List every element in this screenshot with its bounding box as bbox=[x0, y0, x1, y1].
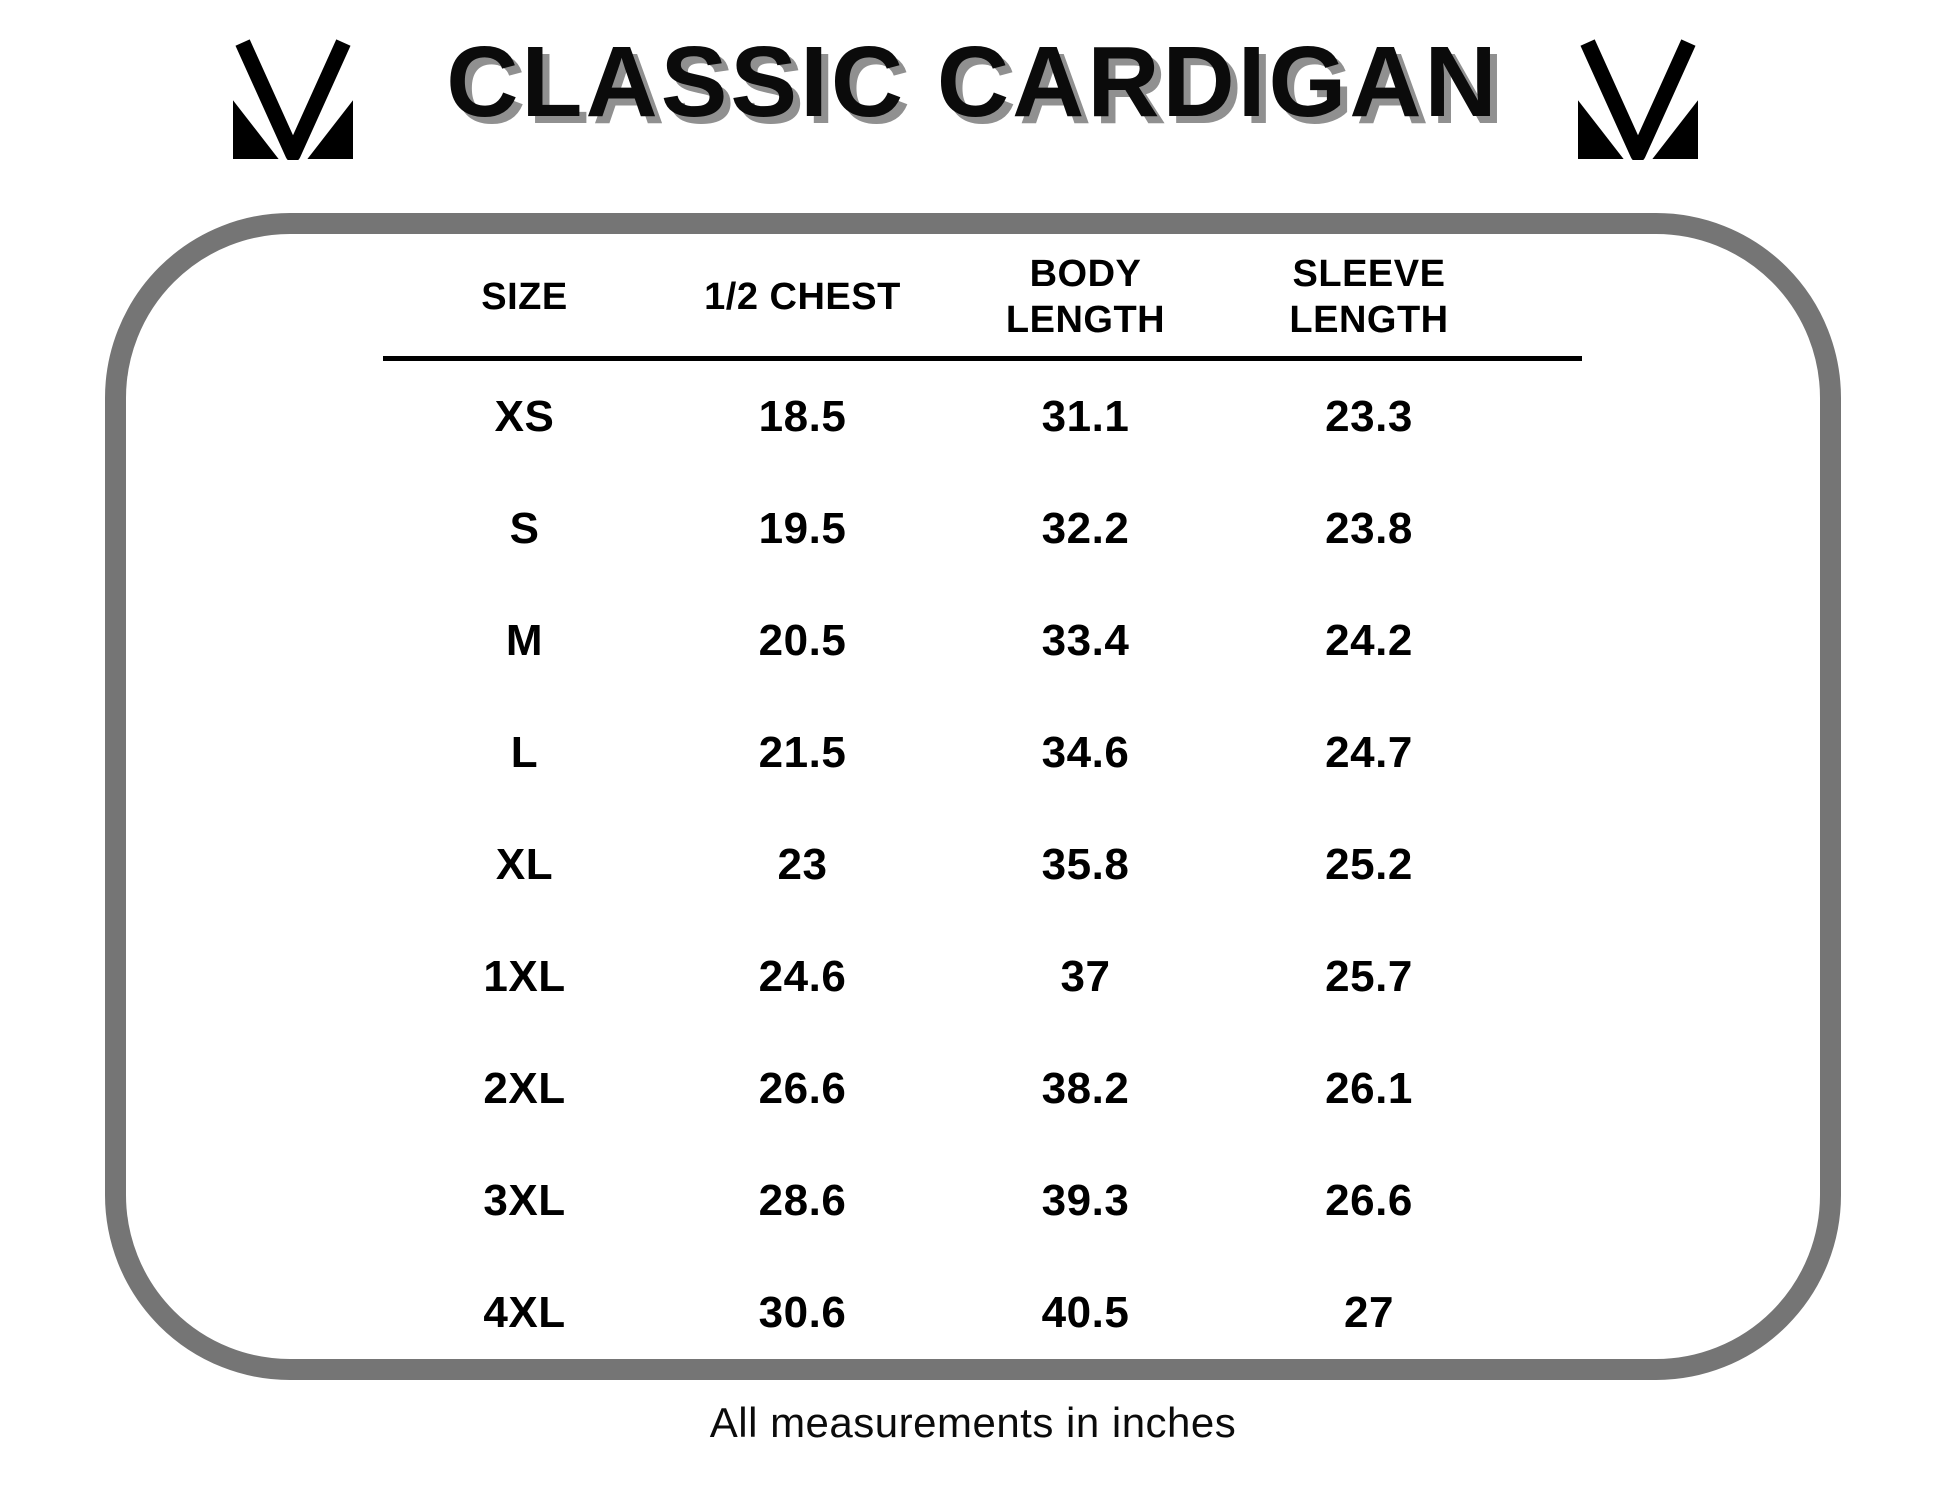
measurements-note: All measurements in inches bbox=[709, 1399, 1237, 1446]
body-length-cell: 39.3 bbox=[1041, 1176, 1130, 1225]
column-header-line: LENGTH bbox=[1289, 299, 1449, 341]
half-chest-cell: 28.6 bbox=[758, 1176, 847, 1225]
sleeve-length-cell: 24.2 bbox=[1325, 616, 1413, 665]
body-length-cell: 31.1 bbox=[1041, 392, 1130, 441]
half-chest-cell: 20.5 bbox=[758, 616, 847, 665]
half-chest-cell: 19.5 bbox=[758, 504, 847, 553]
sleeve-length-cell: 24.7 bbox=[1325, 728, 1413, 777]
column-header-sleeve-length: SLEEVE LENGTH bbox=[1228, 243, 1510, 353]
sleeve-length-cell: 26.6 bbox=[1325, 1176, 1413, 1225]
brand-logo-icon bbox=[1578, 39, 1698, 160]
sleeve-length-cell: 26.1 bbox=[1325, 1064, 1413, 1113]
column-header-line: LENGTH bbox=[1005, 299, 1166, 341]
size-cell: L bbox=[510, 728, 539, 777]
half-chest-cell: 24.6 bbox=[758, 952, 847, 1001]
size-cell: 1XL bbox=[483, 952, 566, 1001]
header-divider bbox=[383, 356, 1582, 361]
sleeve-length-cell: 23.8 bbox=[1325, 504, 1413, 553]
page-title: CLASSIC CARDIGAN bbox=[446, 26, 1500, 138]
size-cell: S bbox=[509, 504, 540, 553]
half-chest-cell: 21.5 bbox=[758, 728, 847, 777]
body-length-cell: 38.2 bbox=[1041, 1064, 1130, 1113]
sleeve-length-cell: 25.7 bbox=[1325, 952, 1413, 1001]
brand-logo-icon bbox=[233, 39, 353, 160]
sleeve-length-cell: 25.2 bbox=[1325, 840, 1413, 889]
rounded-frame bbox=[105, 213, 1841, 1380]
table-header-row: SIZE 1/2 CHEST BODY LENGTH SLEEVE LENGTH bbox=[387, 243, 1510, 353]
sleeve-length-cell: 23.3 bbox=[1325, 392, 1413, 441]
size-cell: 2XL bbox=[483, 1064, 566, 1113]
column-header-size: SIZE bbox=[387, 243, 662, 353]
body-length-cell: 34.6 bbox=[1041, 728, 1130, 777]
body-length-cell: 32.2 bbox=[1041, 504, 1130, 553]
column-header-line: BODY bbox=[1029, 253, 1142, 296]
column-header-body-length: BODY LENGTH bbox=[943, 243, 1228, 353]
column-header-line: 1/2 CHEST bbox=[704, 276, 901, 319]
size-cell: XS bbox=[494, 392, 555, 441]
body-length-cell: 37 bbox=[1060, 952, 1111, 1001]
size-cell: 3XL bbox=[483, 1176, 566, 1225]
half-chest-cell: 23 bbox=[777, 840, 828, 889]
table-body: XS 18.5 31.1 23.3 S 19.5 32.2 23.8 M 20.… bbox=[387, 361, 1510, 1369]
half-chest-cell: 30.6 bbox=[758, 1288, 847, 1337]
sleeve-length-cell: 27 bbox=[1344, 1288, 1394, 1337]
column-header-line: SIZE bbox=[481, 276, 568, 319]
column-header-line: SLEEVE bbox=[1292, 253, 1446, 296]
size-cell: 4XL bbox=[483, 1288, 566, 1337]
half-chest-cell: 18.5 bbox=[758, 392, 847, 441]
size-cell: XL bbox=[495, 840, 554, 889]
body-length-cell: 35.8 bbox=[1041, 840, 1130, 889]
half-chest-cell: 26.6 bbox=[758, 1064, 847, 1113]
body-length-cell: 40.5 bbox=[1041, 1288, 1130, 1337]
column-header-half-chest: 1/2 CHEST bbox=[662, 243, 943, 353]
size-cell: M bbox=[505, 616, 544, 665]
body-length-cell: 33.4 bbox=[1041, 616, 1130, 665]
